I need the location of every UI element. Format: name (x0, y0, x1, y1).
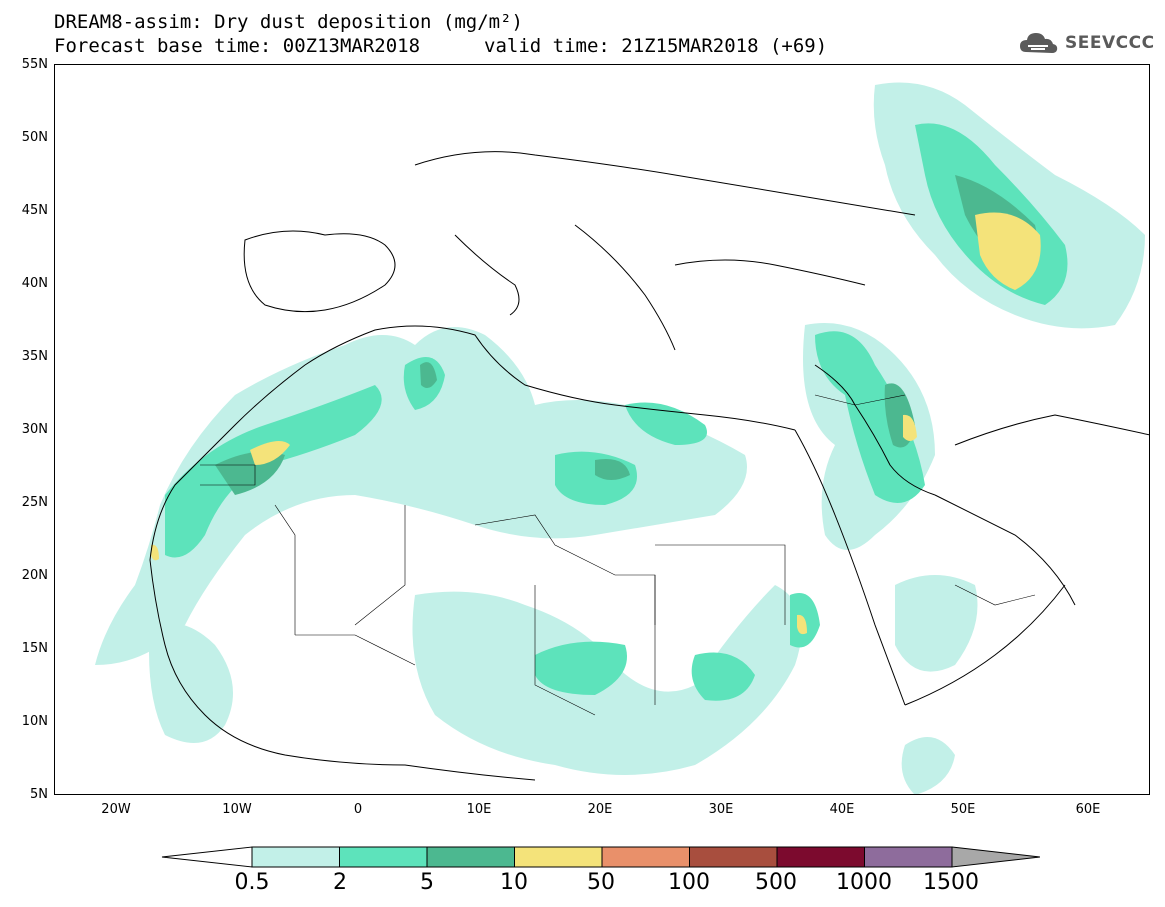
legend-swatch (251, 846, 340, 868)
lon-label: 10E (466, 802, 492, 817)
dust-deposition-map (54, 64, 1150, 795)
legend-low-arrow (161, 846, 253, 868)
map-title: DREAM8-assim: Dry dust deposition (mg/m²… (54, 11, 523, 33)
legend-swatch (689, 846, 778, 868)
borders (200, 394, 1036, 716)
lon-label: 50E (950, 802, 976, 817)
lon-label: 10W (222, 802, 252, 817)
legend-label: 0.5 (234, 870, 270, 895)
legend-swatch (776, 846, 865, 868)
legend-label: 5 (420, 870, 434, 895)
lat-label: 25N (21, 495, 48, 510)
legend-label: 1000 (836, 870, 892, 895)
legend-label: 100 (668, 870, 710, 895)
lat-label: 40N (21, 276, 48, 291)
legend-swatch (514, 846, 603, 868)
lon-label: 40E (829, 802, 855, 817)
lat-label: 50N (21, 130, 48, 145)
color-legend (161, 846, 1040, 868)
legend-swatch (426, 846, 515, 868)
lat-label: 35N (21, 349, 48, 364)
coastlines (149, 151, 1149, 781)
valid-time-label: valid time: 21Z15MAR2018 (+69) (484, 35, 828, 57)
legend-swatch (601, 846, 690, 868)
lat-label: 20N (21, 568, 48, 583)
lon-label: 0 (353, 802, 363, 817)
legend-label: 2 (333, 870, 347, 895)
lat-label: 10N (21, 714, 48, 729)
lon-label: 60E (1075, 802, 1101, 817)
base-time-label: Forecast base time: 00Z13MAR2018 (54, 35, 421, 57)
legend-label: 500 (755, 870, 797, 895)
lon-label: 20E (587, 802, 613, 817)
cloud-icon (1020, 33, 1058, 53)
legend-swatch (864, 846, 953, 868)
lat-label: 45N (21, 203, 48, 218)
lon-label: 30E (708, 802, 734, 817)
lat-label: 5N (30, 787, 48, 802)
lon-label: 20W (101, 802, 131, 817)
lat-label: 30N (21, 422, 48, 437)
legend-label: 10 (500, 870, 528, 895)
legend-high-arrow (951, 846, 1040, 868)
legend-label: 50 (587, 870, 615, 895)
lat-label: 15N (21, 641, 48, 656)
logo-text: SEEVCCC (1065, 33, 1155, 53)
forecast-times: Forecast base time: 00Z13MAR2018 valid ti… (54, 35, 827, 57)
legend-label: 1500 (923, 870, 979, 895)
lat-label: 55N (21, 57, 48, 72)
legend-swatch (339, 846, 428, 868)
